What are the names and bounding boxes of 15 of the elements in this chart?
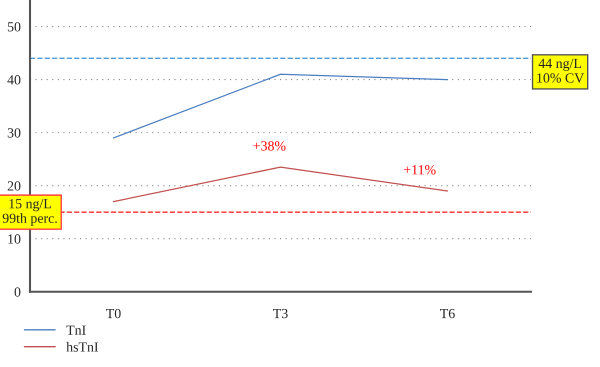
y-tick-label: 30 [8, 128, 20, 138]
legend-label: TnI [66, 326, 86, 335]
y-tick-label: 0 [14, 287, 20, 297]
y-tick-label: 50 [8, 22, 20, 32]
x-tick-label: T0 [106, 308, 121, 318]
y-tick-label: 10 [8, 234, 20, 244]
legend-label: hsTnI [66, 342, 98, 352]
y-tick-label: 20 [8, 181, 20, 191]
ref-line-label: 15 ng/L 99th perc. [2, 199, 57, 226]
annotation: +11% [404, 165, 436, 174]
x-tick-label: T6 [440, 308, 455, 318]
ref-line-label: 44 ng/L 10% CV [537, 58, 584, 83]
y-tick-label: 40 [7, 75, 20, 85]
annotation: +38% [253, 141, 286, 151]
x-tick-label: T3 [273, 308, 288, 318]
